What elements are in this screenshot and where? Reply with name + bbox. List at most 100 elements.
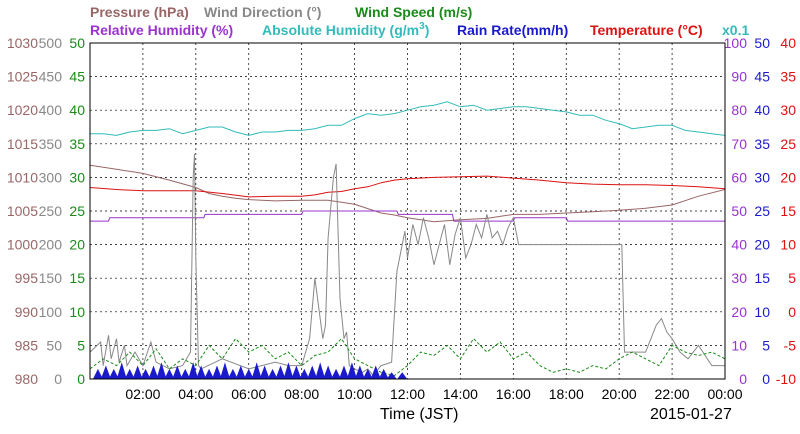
tick-label-temperature: 25 (780, 136, 796, 152)
series-pressure-hpa (90, 164, 725, 223)
rain-rate-spike (299, 368, 310, 379)
x-tick-label: 04:00 (178, 386, 213, 402)
rain-rate-spike (354, 365, 365, 379)
x-tick-label: 02:00 (125, 386, 160, 402)
legend-wind-direction: Wind Direction (°) (204, 4, 321, 20)
legend-absolute-humidity-close: ) (425, 22, 430, 38)
tick-label-temperature: 10 (780, 237, 796, 253)
tick-label-relative-humidity: 10 (731, 337, 747, 353)
rain-rate-spike (172, 365, 183, 379)
tick-label-wind-direction: 0 (54, 371, 62, 387)
tick-label-temperature: 15 (780, 203, 796, 219)
tick-label-relative-humidity: 70 (731, 136, 747, 152)
rain-rate-spike (307, 365, 318, 379)
rain-rate-spike (362, 368, 373, 379)
tick-label-pressure: 980 (15, 371, 39, 387)
tick-label-temperature: 40 (780, 35, 796, 51)
tick-label-pressure: 990 (15, 304, 39, 320)
rain-rate-spike (267, 368, 278, 379)
rain-rate-spike (227, 368, 238, 379)
rain-rate-spike (156, 362, 167, 379)
x-tick-label: 08:00 (284, 386, 319, 402)
rain-rate-spike (196, 365, 207, 379)
tick-label-temperature: 20 (780, 169, 796, 185)
tick-label-rain-rate: 40 (754, 102, 770, 118)
date-label: 2015-01-27 (650, 406, 732, 423)
tick-label-temperature: 5 (788, 270, 796, 286)
tick-label-relative-humidity: 40 (731, 237, 747, 253)
tick-label-rain-rate: 5 (762, 337, 770, 353)
rain-rate-spike (386, 372, 397, 379)
tick-label-rain-rate: 50 (754, 35, 770, 51)
rain-rate-spike (235, 365, 246, 379)
rain-rate-spike (92, 368, 103, 379)
rain-rate-spike (315, 362, 326, 379)
rain-rate-spike (378, 368, 389, 379)
rain-rate-spike (331, 368, 342, 379)
tick-label-relative-humidity: 30 (731, 270, 747, 286)
series-wind-direction (90, 153, 725, 377)
rain-rate-spike (323, 365, 334, 379)
legend-pressure: Pressure (hPa) (90, 4, 189, 20)
tick-label-relative-humidity: 0 (739, 371, 747, 387)
rain-rate-spike (283, 362, 294, 379)
legend-relative-humidity: Relative Humidity (%) (90, 22, 233, 38)
tick-label-pressure: 1020 (7, 102, 38, 118)
rain-rate-spike (251, 362, 262, 379)
tick-label-relative-humidity: 60 (731, 169, 747, 185)
tick-label-relative-humidity: 20 (731, 304, 747, 320)
rain-rate-spike (212, 365, 222, 379)
legend-absolute-humidity: Absolute Humidity (g/m3) (262, 21, 429, 38)
tick-label-pressure: 1005 (7, 203, 38, 219)
rain-rate-spike (346, 362, 357, 379)
series-rain-rate (92, 362, 408, 379)
tick-label-wind-speed: 45 (69, 69, 85, 85)
tick-label-temperature: 0 (788, 304, 796, 320)
legend-temperature: Temperature (°C) (590, 22, 703, 38)
x-tick-label: 14:00 (443, 386, 478, 402)
tick-label-wind-direction: 100 (39, 304, 63, 320)
plot-series (90, 101, 725, 379)
tick-label-pressure: 1030 (7, 35, 38, 51)
series-absolute-humidity-g-m3 (90, 101, 725, 136)
series-temperature-c (90, 175, 725, 198)
rain-rate-spike (188, 362, 199, 379)
tick-label-wind-speed: 10 (69, 304, 85, 320)
legend-multiplier: x0.1 (722, 22, 749, 38)
rain-rate-spike (148, 365, 159, 379)
rain-rate-spike (204, 368, 215, 379)
tick-label-wind-speed: 15 (69, 270, 85, 286)
tick-label-wind-speed: 35 (69, 136, 85, 152)
tick-label-rain-rate: 25 (754, 203, 770, 219)
rain-rate-spike (243, 368, 254, 379)
tick-label-relative-humidity: 90 (731, 69, 747, 85)
rain-rate-spike (219, 362, 230, 379)
tick-label-pressure: 1000 (7, 237, 38, 253)
left-axes: 1030102510201015101010051000995990985980… (7, 35, 85, 387)
x-axis-label: Time (JST) (380, 406, 459, 423)
rain-rate-spike (164, 368, 175, 379)
series-wind-speed-m-s (90, 337, 725, 377)
rain-rate-spike (124, 368, 135, 379)
tick-label-rain-rate: 35 (754, 136, 770, 152)
tick-label-pressure: 995 (15, 270, 39, 286)
tick-label-wind-direction: 150 (39, 270, 63, 286)
rain-rate-spike (259, 365, 270, 379)
x-tick-label: 00:00 (707, 386, 742, 402)
legend-absolute-humidity-sup: 3 (419, 21, 425, 32)
rain-rate-spike (108, 368, 119, 379)
grid (90, 43, 725, 379)
rain-rate-spike (291, 365, 302, 379)
tick-label-rain-rate: 20 (754, 237, 770, 253)
rain-rate-spike (100, 365, 111, 379)
tick-label-relative-humidity: 50 (731, 203, 747, 219)
tick-label-relative-humidity: 100 (724, 35, 748, 51)
legend-rain-rate: Rain Rate(mm/h) (457, 22, 568, 38)
rain-rate-spike (140, 368, 151, 379)
tick-label-wind-speed: 20 (69, 237, 85, 253)
tick-label-wind-direction: 500 (39, 35, 63, 51)
plot-frame (89, 42, 726, 380)
series-relative-humidity (90, 210, 725, 222)
tick-label-pressure: 1010 (7, 169, 38, 185)
tick-label-wind-speed: 25 (69, 203, 85, 219)
